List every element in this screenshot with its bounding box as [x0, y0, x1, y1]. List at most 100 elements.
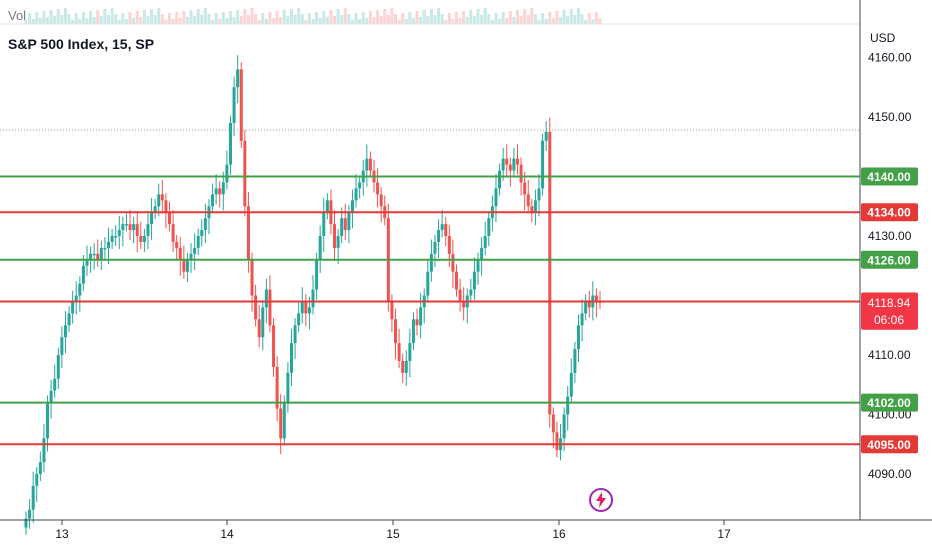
- x-tick-label[interactable]: 13: [55, 527, 69, 541]
- volume-bar: [110, 8, 114, 24]
- volume-bar: [200, 15, 204, 24]
- candle-body: [429, 253, 433, 272]
- candle-body: [164, 200, 168, 213]
- candle-body: [153, 206, 157, 213]
- volume-bar: [322, 11, 326, 24]
- volume-bar: [584, 20, 588, 24]
- candle-body: [214, 188, 218, 195]
- y-tick-label[interactable]: 4090.00: [868, 467, 912, 481]
- volume-bar: [394, 14, 398, 24]
- candle-body: [444, 224, 448, 236]
- volume-bar: [490, 20, 494, 24]
- volume-bar: [494, 13, 498, 24]
- volume-bar: [246, 15, 250, 24]
- volume-bar: [261, 13, 265, 24]
- lightning-icon[interactable]: [588, 487, 614, 513]
- y-tick-label[interactable]: 4130.00: [868, 229, 912, 243]
- volume-bar: [408, 12, 412, 24]
- x-tick-label[interactable]: 14: [220, 527, 234, 541]
- volume-bar: [469, 10, 473, 24]
- volume-bar: [447, 13, 451, 24]
- candle-body: [178, 247, 182, 260]
- volume-bar: [92, 17, 96, 24]
- candle-body: [318, 236, 322, 260]
- candle-body: [193, 247, 197, 254]
- x-tick-label[interactable]: 16: [552, 527, 566, 541]
- volume-bar: [175, 12, 179, 24]
- candle-body: [458, 289, 462, 302]
- candle-body: [182, 259, 186, 272]
- candle-body: [537, 188, 541, 201]
- volume-bar: [185, 17, 189, 24]
- volume-bar: [555, 11, 559, 24]
- volume-bar: [465, 17, 469, 24]
- candle-body: [71, 301, 75, 314]
- candle-body: [580, 313, 584, 326]
- candle-body: [289, 343, 293, 373]
- volume-bar: [455, 12, 458, 24]
- candle-body: [408, 343, 412, 361]
- candle-body: [397, 343, 401, 361]
- volume-bar: [415, 11, 419, 24]
- candle-body: [333, 224, 337, 248]
- candle-body: [415, 319, 419, 326]
- volume-bar: [483, 8, 487, 24]
- candle-body: [28, 509, 32, 519]
- volume-bar: [411, 18, 415, 24]
- volume-bar: [566, 16, 570, 24]
- volume-bar: [433, 15, 437, 24]
- x-tick-label[interactable]: 15: [386, 527, 400, 541]
- candle-body: [411, 319, 415, 344]
- volume-bar: [42, 11, 46, 24]
- volume-bar: [476, 9, 480, 24]
- volume-bar: [512, 17, 516, 24]
- volume-bars: [24, 8, 602, 24]
- y-tick-label[interactable]: 4160.00: [868, 51, 912, 65]
- candle-body: [350, 200, 354, 213]
- volume-bar: [168, 13, 171, 24]
- candle-body: [168, 212, 171, 225]
- volume-bar: [81, 12, 85, 24]
- y-tick-label[interactable]: 4150.00: [868, 110, 912, 124]
- candle-body: [469, 289, 473, 296]
- volume-bar: [264, 19, 268, 24]
- candle-body: [56, 355, 60, 379]
- candle-body: [96, 253, 100, 260]
- level-badge-4095.00: [861, 435, 918, 454]
- volume-bar: [519, 16, 523, 24]
- volume-bar: [551, 18, 555, 24]
- x-tick-label[interactable]: 17: [717, 527, 731, 541]
- volume-bar: [60, 15, 64, 24]
- volume-bar: [286, 16, 290, 24]
- volume-bar: [289, 9, 293, 24]
- volume-bar: [451, 19, 455, 24]
- price-axis[interactable]: 4090.004100.004110.004130.004150.004160.…: [868, 51, 912, 482]
- candle-body: [103, 247, 107, 250]
- candle-body: [498, 170, 502, 189]
- candle-body: [114, 236, 118, 238]
- candle-body: [110, 236, 114, 242]
- volume-bar: [368, 11, 372, 24]
- candle-body: [218, 188, 222, 195]
- volume-bar: [372, 17, 376, 24]
- volume-bar: [150, 9, 154, 24]
- candle-body: [146, 224, 150, 236]
- candle-body: [587, 301, 591, 308]
- candle-body: [117, 230, 121, 236]
- candle-body: [548, 131, 552, 415]
- volume-bar: [569, 9, 573, 24]
- volume-label: Vol: [8, 8, 27, 23]
- volume-bar: [419, 17, 423, 24]
- volume-bar: [333, 16, 337, 24]
- volume-bar: [225, 18, 229, 24]
- volume-bar: [139, 17, 143, 24]
- candle-body: [63, 325, 67, 338]
- time-axis[interactable]: 13 14 15 16 17: [55, 520, 731, 541]
- volume-bar: [114, 14, 118, 24]
- volume-bar: [501, 12, 505, 24]
- candle-body: [189, 253, 193, 260]
- candle-body: [228, 122, 232, 165]
- y-tick-label[interactable]: 4110.00: [868, 348, 911, 362]
- candle-body: [494, 188, 498, 207]
